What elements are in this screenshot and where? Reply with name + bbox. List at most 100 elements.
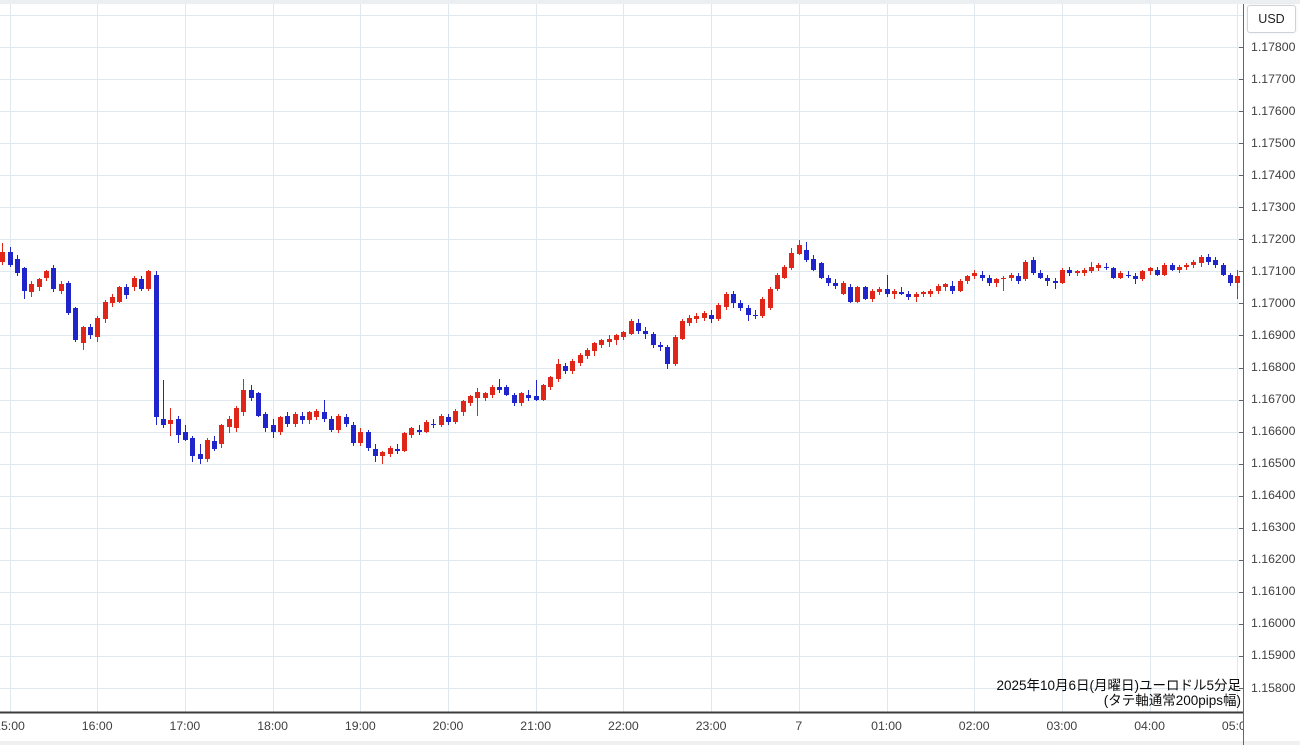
candle-body-up: [797, 245, 802, 254]
candle-body-down: [15, 259, 20, 273]
candle-body-down: [950, 286, 955, 291]
candle-body-down: [906, 294, 911, 297]
candle-body-down: [526, 395, 531, 398]
candle-body-up: [775, 275, 780, 289]
candle-body-down: [658, 345, 663, 347]
candle-body-up: [592, 343, 597, 351]
candle-body-up: [768, 289, 773, 308]
candle-body-up: [855, 287, 860, 302]
candle-body-up: [877, 289, 882, 292]
candle-body-up: [541, 385, 546, 400]
candle-body-up: [599, 340, 604, 345]
time-tick-label: 23:00: [695, 719, 727, 733]
candle-body-down: [417, 430, 422, 432]
candle-body-down: [497, 387, 502, 390]
candle-body-up: [402, 433, 407, 451]
candle-body-down: [8, 252, 13, 265]
time-tick-label: 15:00: [0, 719, 25, 733]
candle-body-up: [1162, 265, 1167, 275]
candle-body-up: [1075, 271, 1080, 273]
candle-body-up: [673, 337, 678, 364]
candle-body-up: [453, 411, 458, 422]
candle-body-down: [256, 393, 261, 416]
candle-body-up: [687, 318, 692, 323]
candle-body-up: [519, 393, 524, 403]
candle-body-up: [972, 273, 977, 276]
candle-body-up: [629, 321, 634, 334]
candle-body-down: [22, 268, 27, 291]
candle-body-down: [819, 263, 824, 278]
candle-body-down: [183, 432, 188, 440]
candle-body-up: [424, 422, 429, 432]
candle-body-up: [680, 321, 685, 339]
candle-body-down: [124, 287, 129, 295]
candle-body-down: [804, 250, 809, 260]
candle-body-up: [958, 281, 963, 291]
candle-body-down: [1031, 260, 1036, 273]
candle-body-up: [782, 267, 787, 278]
candle-body-up: [44, 271, 49, 278]
candle-body-up: [702, 313, 707, 318]
candle-body-up: [0, 252, 5, 262]
candle-body-down: [512, 395, 517, 403]
candle-body-up: [278, 417, 283, 432]
candle-body-down: [746, 308, 751, 315]
candle-body-up: [936, 286, 941, 291]
candle-body-up: [1082, 270, 1087, 273]
candle-body-down: [73, 308, 78, 340]
candle-body-up: [314, 411, 319, 417]
candle-body-down: [709, 315, 714, 319]
time-tick-label: 20:00: [432, 719, 464, 733]
candle-body-down: [1038, 273, 1043, 278]
candle-body-down: [504, 387, 509, 395]
candle-body-down: [980, 275, 985, 278]
candle-body-up: [103, 302, 108, 319]
candle-body-up: [570, 361, 575, 371]
time-tick-label: 01:00: [871, 719, 902, 733]
candle-body-down: [885, 289, 890, 294]
candle-body-down: [1104, 267, 1109, 268]
candle-body-up: [841, 283, 846, 294]
candle-body-up: [380, 452, 385, 456]
candle-body-down: [848, 287, 853, 302]
candle-body-down: [329, 419, 334, 430]
candle-body-up: [994, 279, 999, 283]
candle-body-down: [1045, 278, 1050, 281]
candle-body-down: [271, 425, 276, 432]
candle-body-up: [724, 294, 729, 307]
time-tick-label: 21:00: [520, 719, 552, 733]
time-tick-label: 19:00: [344, 719, 376, 733]
candle-body-up: [789, 253, 794, 268]
candle-body-down: [1016, 276, 1021, 281]
candle-body-up: [227, 419, 232, 427]
currency-selector-button[interactable]: USD: [1247, 5, 1296, 33]
candle-body-up: [870, 291, 875, 299]
candle-body-down: [738, 303, 743, 308]
candle-body-down: [534, 396, 539, 400]
candle-body-down: [249, 390, 254, 398]
candle-body-up: [716, 305, 721, 319]
candle-body-down: [987, 278, 992, 283]
candle-body-up: [490, 387, 495, 395]
candle-body-down: [1155, 270, 1160, 275]
candle-body-up: [1235, 276, 1240, 283]
candle-body-down: [431, 424, 436, 425]
candle-body-down: [322, 412, 327, 419]
candle-body-up: [117, 287, 122, 302]
candle-body-down: [665, 347, 670, 364]
candle-body-up: [1199, 257, 1204, 263]
candle-body-down: [51, 268, 56, 289]
candle-body-up: [1184, 265, 1189, 267]
candle-body-up: [1118, 273, 1123, 278]
candle-body-down: [395, 449, 400, 451]
candle-body-up: [409, 428, 414, 435]
time-tick-label: 22:00: [608, 719, 639, 733]
candle-body-up: [1177, 267, 1182, 270]
candle-body-up: [921, 292, 926, 294]
candle-body-down: [1206, 257, 1211, 262]
candle-body-up: [110, 297, 115, 303]
time-tick-label: 18:00: [257, 719, 288, 733]
candle-body-down: [899, 292, 904, 294]
